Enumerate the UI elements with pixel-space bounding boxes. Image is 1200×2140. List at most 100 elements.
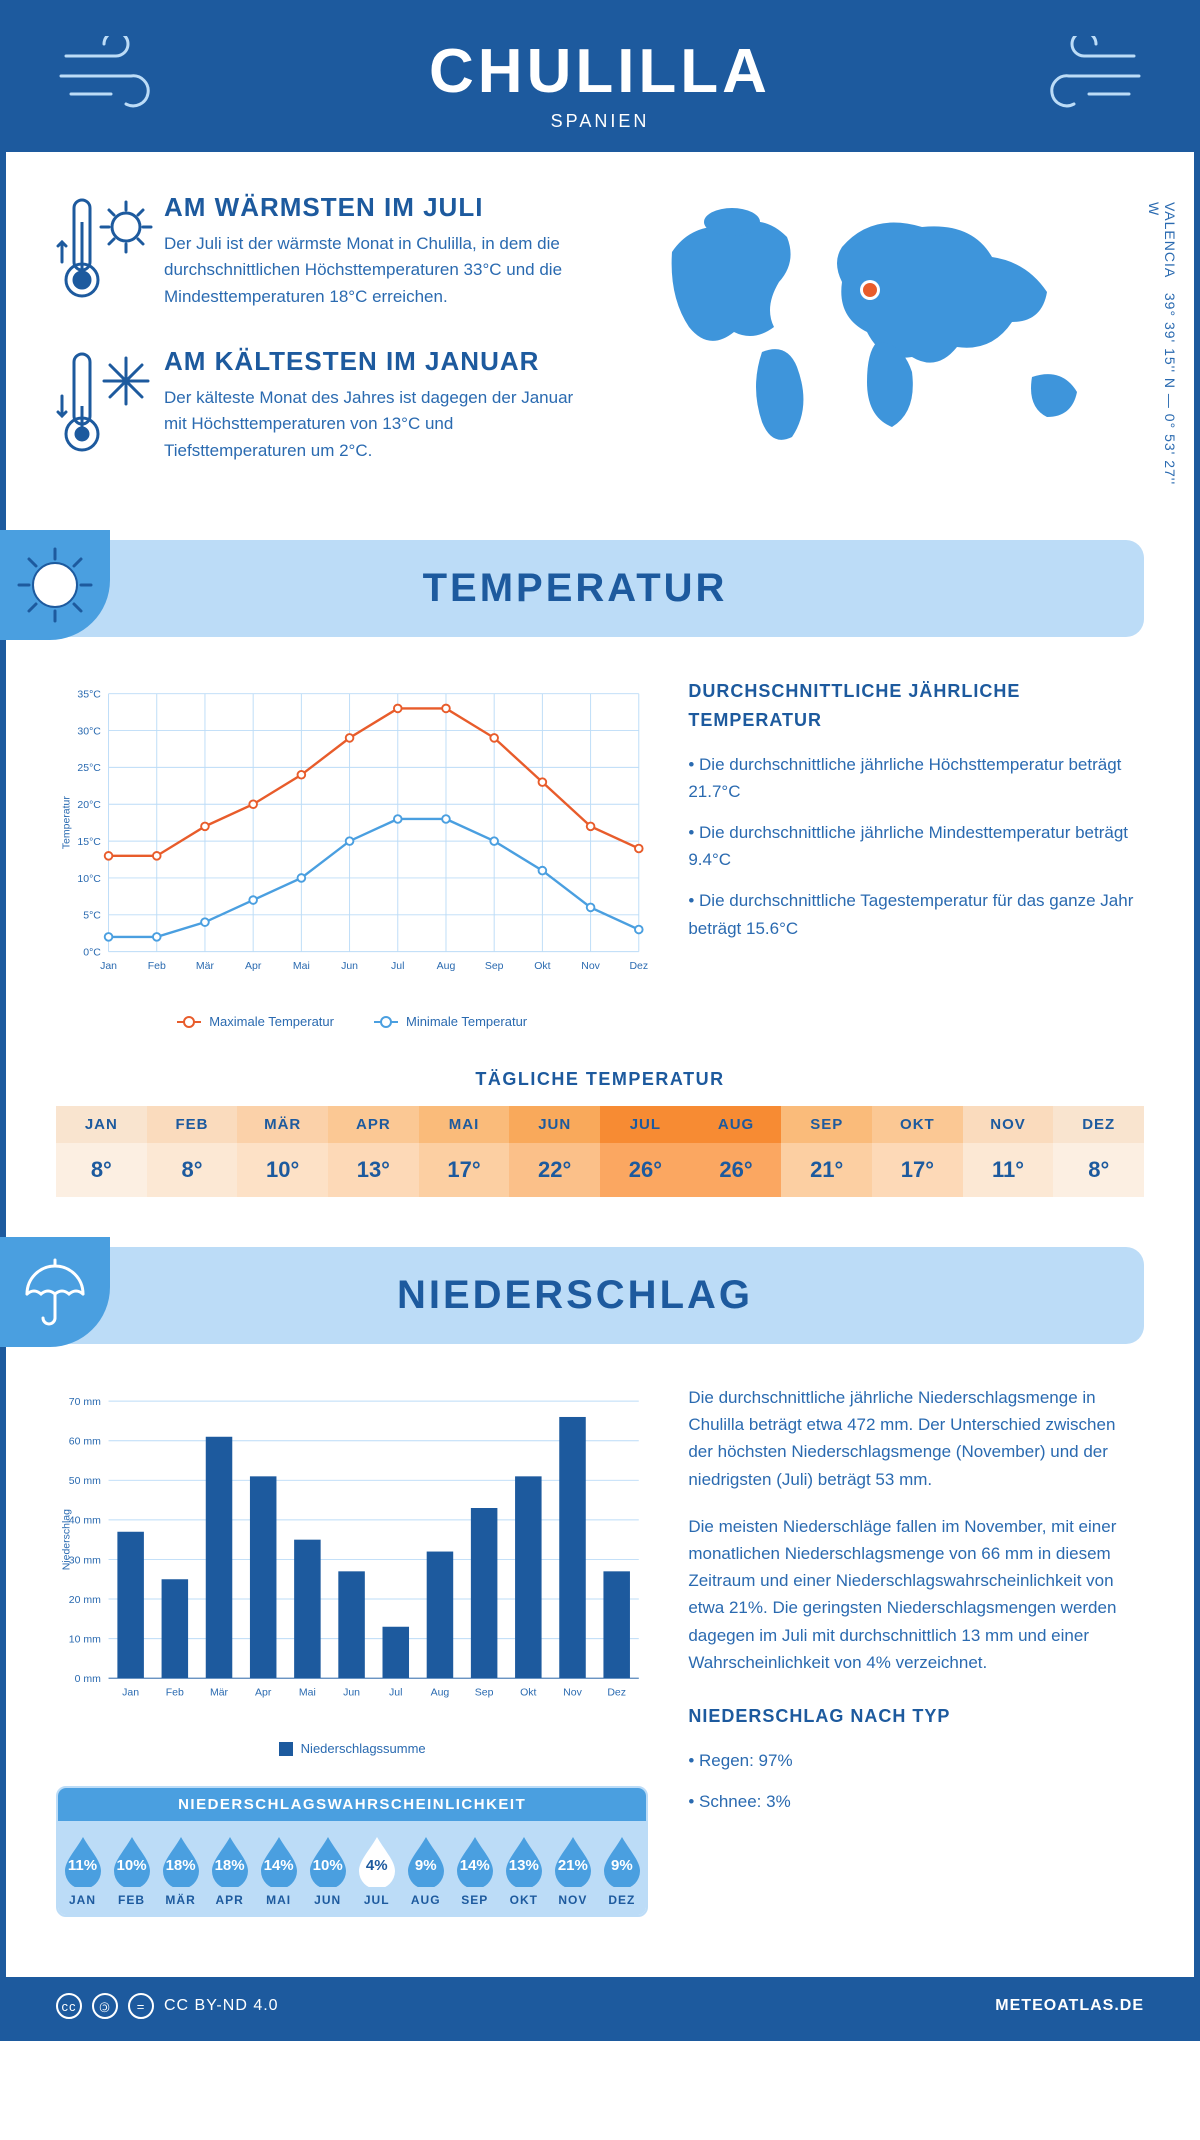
banner-title: TEMPERATUR <box>6 566 1144 611</box>
summary-heading: DURCHSCHNITTLICHE JÄHRLICHE TEMPERATUR <box>688 677 1144 735</box>
footer: cc 🄯 = CC BY-ND 4.0 METEOATLAS.DE <box>6 1977 1194 2035</box>
svg-text:40 mm: 40 mm <box>69 1515 101 1527</box>
fact-text: Der Juli ist der wärmste Monat in Chulil… <box>164 231 580 310</box>
summary-heading: NIEDERSCHLAG NACH TYP <box>688 1702 1144 1731</box>
svg-text:Nov: Nov <box>581 960 600 972</box>
prob-heading: NIEDERSCHLAGSWAHRSCHEINLICHKEIT <box>58 1788 646 1821</box>
svg-text:5°C: 5°C <box>83 910 101 922</box>
prob-drop: 13%OKT <box>499 1821 548 1915</box>
thermometer-snow-icon <box>56 346 140 464</box>
temp-cell: JAN8° <box>56 1106 147 1197</box>
thermometer-sun-icon <box>56 192 140 310</box>
page-subtitle: SPANIEN <box>6 111 1194 132</box>
wind-icon <box>1034 36 1144 121</box>
svg-text:Dez: Dez <box>607 1686 626 1698</box>
svg-text:Jun: Jun <box>341 960 358 972</box>
temp-cell: OKT17° <box>872 1106 963 1197</box>
svg-text:Sep: Sep <box>475 1686 494 1698</box>
svg-text:Feb: Feb <box>166 1686 184 1698</box>
precipitation-summary: Die durchschnittliche jährliche Niedersc… <box>688 1384 1144 1917</box>
svg-text:Jan: Jan <box>122 1686 139 1698</box>
prob-drop: 10%FEB <box>107 1821 156 1915</box>
site-name: METEOATLAS.DE <box>995 1997 1144 2015</box>
prob-drop: 18%MÄR <box>156 1821 205 1915</box>
temp-cell: FEB8° <box>147 1106 238 1197</box>
daily-temp-table: JAN8°FEB8°MÄR10°APR13°MAI17°JUN22°JUL26°… <box>56 1106 1144 1197</box>
umbrella-icon <box>0 1237 110 1347</box>
svg-text:30°C: 30°C <box>77 725 101 737</box>
svg-text:15°C: 15°C <box>77 836 101 848</box>
intro-section: AM WÄRMSTEN IM JULI Der Juli ist der wär… <box>6 152 1194 540</box>
temp-cell: AUG26° <box>691 1106 782 1197</box>
prob-drop: 4%JUL <box>352 1821 401 1915</box>
fact-text: Der kälteste Monat des Jahres ist dagege… <box>164 385 580 464</box>
svg-text:70 mm: 70 mm <box>69 1396 101 1408</box>
svg-text:10°C: 10°C <box>77 873 101 885</box>
prob-drop: 9%AUG <box>401 1821 450 1915</box>
summary-bullet: • Die durchschnittliche jährliche Höchst… <box>688 751 1144 805</box>
temp-cell: DEZ8° <box>1053 1106 1144 1197</box>
section-banner-temperature: TEMPERATUR <box>6 540 1144 637</box>
svg-text:0 mm: 0 mm <box>75 1673 102 1685</box>
temperature-summary: DURCHSCHNITTLICHE JÄHRLICHE TEMPERATUR •… <box>688 677 1144 1029</box>
fact-title: AM WÄRMSTEN IM JULI <box>164 192 580 223</box>
chart-legend: Niederschlagssumme <box>56 1741 648 1756</box>
fact-title: AM KÄLTESTEN IM JANUAR <box>164 346 580 377</box>
prob-drop: 14%MAI <box>254 1821 303 1915</box>
svg-text:Niederschlag: Niederschlag <box>60 1509 72 1570</box>
temp-cell: JUN22° <box>509 1106 600 1197</box>
svg-text:Dez: Dez <box>629 960 648 972</box>
world-map: VALENCIA 39° 39' 15'' N — 0° 53' 27'' W <box>620 192 1144 500</box>
svg-text:10 mm: 10 mm <box>69 1634 101 1646</box>
summary-text: Die meisten Niederschläge fallen im Nove… <box>688 1513 1144 1676</box>
prob-drop: 14%SEP <box>450 1821 499 1915</box>
summary-bullet: • Die durchschnittliche jährliche Mindes… <box>688 819 1144 873</box>
svg-text:Jan: Jan <box>100 960 117 972</box>
page-title: CHULILLA <box>6 36 1194 107</box>
summary-bullet: • Die durchschnittliche Tagestemperatur … <box>688 887 1144 941</box>
svg-text:60 mm: 60 mm <box>69 1436 101 1448</box>
prob-drop: 10%JUN <box>303 1821 352 1915</box>
svg-text:Apr: Apr <box>255 1686 272 1698</box>
temp-cell: MAI17° <box>419 1106 510 1197</box>
svg-text:Apr: Apr <box>245 960 262 972</box>
svg-text:50 mm: 50 mm <box>69 1475 101 1487</box>
precipitation-probability-box: NIEDERSCHLAGSWAHRSCHEINLICHKEIT 11%JAN10… <box>56 1786 648 1917</box>
by-icon: 🄯 <box>92 1993 118 2019</box>
svg-text:Jun: Jun <box>343 1686 360 1698</box>
svg-text:Mär: Mär <box>196 960 215 972</box>
license: cc 🄯 = CC BY-ND 4.0 <box>56 1993 279 2019</box>
svg-text:Temperatur: Temperatur <box>60 796 72 850</box>
summary-bullet: • Regen: 97% <box>688 1747 1144 1774</box>
svg-text:Aug: Aug <box>431 1686 450 1698</box>
svg-text:Mai: Mai <box>299 1686 316 1698</box>
svg-text:20 mm: 20 mm <box>69 1594 101 1606</box>
nd-icon: = <box>128 1993 154 2019</box>
svg-text:35°C: 35°C <box>77 689 101 701</box>
infographic-frame: CHULILLA SPANIEN AM WÄRMSTEN IM JULI Der… <box>0 0 1200 2041</box>
precipitation-bar-chart: 0 mm10 mm20 mm30 mm40 mm50 mm60 mm70 mmJ… <box>56 1384 648 1756</box>
svg-text:20°C: 20°C <box>77 799 101 811</box>
cc-icon: cc <box>56 1993 82 2019</box>
svg-text:Mai: Mai <box>293 960 310 972</box>
svg-text:Mär: Mär <box>210 1686 229 1698</box>
section-banner-precipitation: NIEDERSCHLAG <box>6 1247 1144 1344</box>
daily-temp-title: TÄGLICHE TEMPERATUR <box>6 1069 1194 1090</box>
license-text: CC BY-ND 4.0 <box>164 1997 279 2015</box>
temp-cell: SEP21° <box>781 1106 872 1197</box>
temp-cell: JUL26° <box>600 1106 691 1197</box>
svg-text:Jul: Jul <box>391 960 404 972</box>
temp-cell: NOV11° <box>963 1106 1054 1197</box>
prob-drop: 18%APR <box>205 1821 254 1915</box>
svg-text:Jul: Jul <box>389 1686 402 1698</box>
svg-text:Okt: Okt <box>520 1686 536 1698</box>
coordinates: VALENCIA 39° 39' 15'' N — 0° 53' 27'' W <box>1146 202 1178 500</box>
temp-cell: APR13° <box>328 1106 419 1197</box>
prob-drop: 21%NOV <box>548 1821 597 1915</box>
svg-text:0°C: 0°C <box>83 947 101 959</box>
prob-drop: 9%DEZ <box>597 1821 646 1915</box>
svg-text:Nov: Nov <box>563 1686 582 1698</box>
sun-icon <box>0 530 110 640</box>
fact-coldest: AM KÄLTESTEN IM JANUAR Der kälteste Mona… <box>56 346 580 464</box>
summary-bullet: • Schnee: 3% <box>688 1788 1144 1815</box>
